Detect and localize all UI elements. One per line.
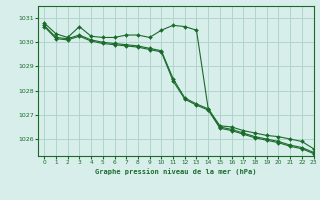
X-axis label: Graphe pression niveau de la mer (hPa): Graphe pression niveau de la mer (hPa)	[95, 168, 257, 175]
